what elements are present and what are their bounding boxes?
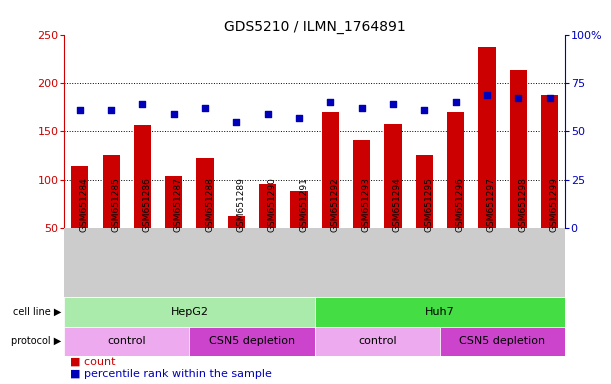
Text: GSM651288: GSM651288 (205, 177, 214, 232)
Bar (197, 159, 214, 228)
Point (513, 95, 523, 101)
Bar (478, 47, 496, 228)
Point (451, 99, 461, 105)
Title: GDS5210 / ILMN_1764891: GDS5210 / ILMN_1764891 (224, 20, 406, 33)
Text: GSM651296: GSM651296 (456, 177, 464, 232)
Text: GSM651287: GSM651287 (174, 177, 183, 232)
Text: GSM651298: GSM651298 (518, 177, 527, 232)
Point (106, 107, 116, 113)
Bar (353, 140, 370, 228)
Point (388, 101, 398, 107)
Point (232, 119, 241, 125)
Text: Huh7: Huh7 (425, 307, 455, 317)
Bar (510, 70, 527, 228)
Bar (315, 297, 565, 326)
Bar (322, 112, 339, 228)
Bar (415, 154, 433, 228)
Bar (259, 184, 276, 228)
Text: protocol ▶: protocol ▶ (11, 336, 61, 346)
Text: CSN5 depletion: CSN5 depletion (459, 336, 546, 346)
Text: GSM651295: GSM651295 (424, 177, 433, 232)
Bar (447, 112, 464, 228)
Text: GSM651285: GSM651285 (111, 177, 120, 232)
Text: GSM651294: GSM651294 (393, 177, 402, 232)
Bar (541, 94, 558, 228)
Point (75, 107, 85, 113)
Bar (228, 215, 245, 228)
Point (544, 95, 554, 101)
Text: GSM651286: GSM651286 (142, 177, 152, 232)
Text: cell line ▶: cell line ▶ (13, 307, 61, 317)
Text: ■ count: ■ count (70, 357, 115, 367)
Bar (315, 326, 440, 356)
Bar (165, 176, 182, 228)
Text: GSM651292: GSM651292 (331, 177, 339, 232)
Bar (440, 326, 565, 356)
Point (200, 105, 210, 111)
Point (482, 91, 492, 98)
Text: GSM651299: GSM651299 (549, 177, 558, 232)
Bar (64, 297, 315, 326)
Bar (103, 154, 120, 228)
Text: HepG2: HepG2 (170, 307, 208, 317)
Point (137, 101, 147, 107)
Text: GSM651297: GSM651297 (487, 177, 496, 232)
Bar (189, 326, 315, 356)
Text: control: control (108, 336, 146, 346)
Text: GSM651284: GSM651284 (80, 177, 89, 232)
Bar (64, 326, 189, 356)
Point (263, 111, 273, 117)
Point (419, 107, 429, 113)
Text: GSM651289: GSM651289 (236, 177, 246, 232)
Point (169, 111, 178, 117)
Text: GSM651291: GSM651291 (299, 177, 308, 232)
Point (294, 115, 304, 121)
Bar (134, 124, 151, 228)
Text: ■ percentile rank within the sample: ■ percentile rank within the sample (70, 369, 272, 379)
Bar (290, 191, 307, 228)
Text: GSM651293: GSM651293 (362, 177, 371, 232)
Bar (71, 166, 89, 228)
Point (357, 105, 367, 111)
Bar (384, 124, 401, 228)
Text: control: control (358, 336, 397, 346)
Text: GSM651290: GSM651290 (268, 177, 277, 232)
Point (326, 99, 335, 105)
Text: CSN5 depletion: CSN5 depletion (209, 336, 295, 346)
